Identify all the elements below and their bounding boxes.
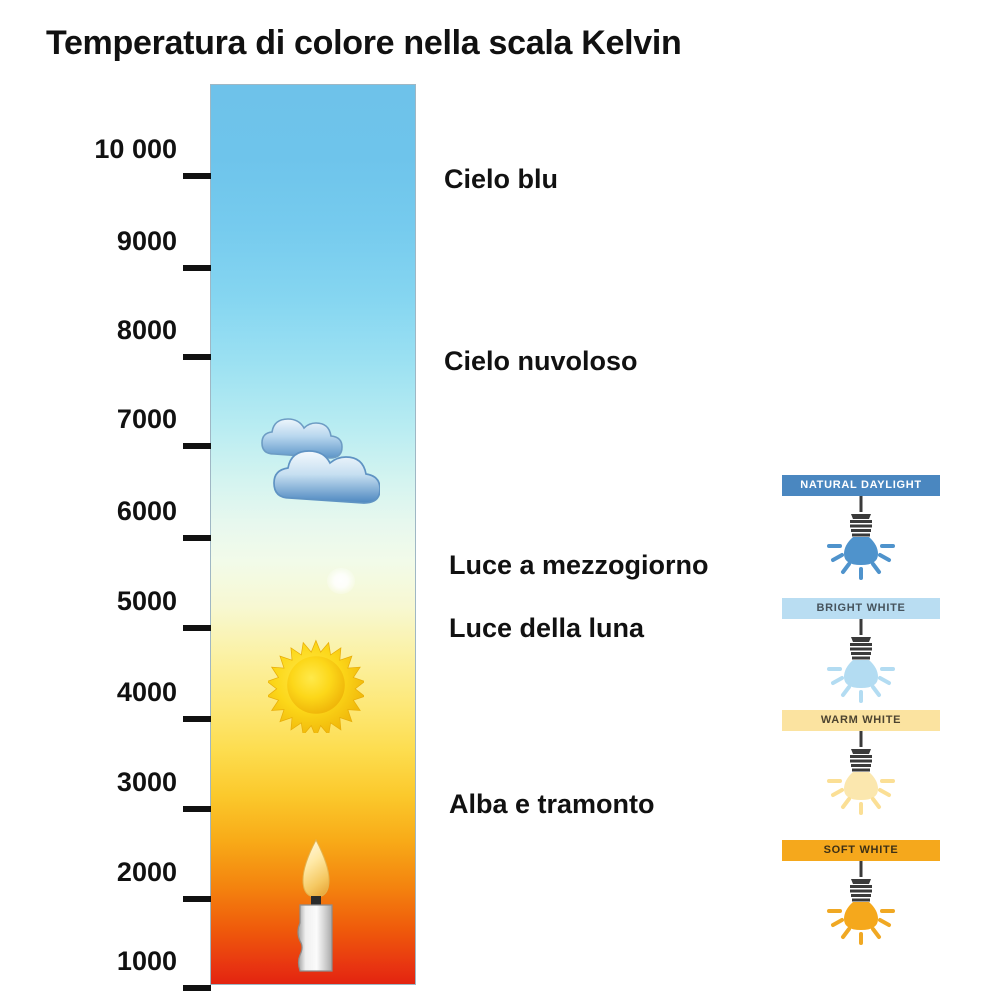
axis-tick — [183, 443, 211, 449]
bulb-card-label: WARM WHITE — [782, 710, 940, 731]
candle-icon — [297, 838, 333, 972]
axis-tick-label: 9000 — [116, 226, 177, 256]
axis-tick-label: 6000 — [116, 496, 177, 526]
axis-tick-label: 1000 — [116, 946, 177, 976]
bulb-card-bright-white[interactable]: BRIGHT WHITE — [782, 598, 940, 703]
bulb-card-label: BRIGHT WHITE — [782, 598, 940, 619]
axis-tick — [183, 806, 211, 812]
axis-tick — [183, 265, 211, 271]
annotation-cielo-nuvoloso: Cielo nuvoloso — [444, 346, 638, 376]
clouds-icon — [261, 418, 380, 504]
annotation-luce-della-luna: Luce della luna — [449, 613, 645, 643]
kelvin-scale-bar — [210, 84, 416, 985]
moon-icon — [327, 568, 355, 594]
lightbulb-icon — [782, 496, 940, 580]
page-title: Temperatura di colore nella scala Kelvin — [46, 24, 682, 62]
annotation-cielo-blu: Cielo blu — [444, 164, 558, 194]
axis-tick — [183, 625, 211, 631]
axis-tick — [183, 535, 211, 541]
axis-tick-label: 4000 — [116, 677, 177, 707]
sun-icon — [268, 639, 364, 733]
axis-tick-label: 10 000 — [94, 134, 177, 164]
axis-tick-label: 7000 — [116, 404, 177, 434]
axis-tick-label: 3000 — [116, 767, 177, 797]
axis-tick-label: 8000 — [116, 315, 177, 345]
bulb-card-warm-white[interactable]: WARM WHITE — [782, 710, 940, 815]
axis-tick-label: 2000 — [116, 857, 177, 887]
annotation-luce-a-mezzogiorno: Luce a mezzogiorno — [449, 550, 709, 580]
lightbulb-icon — [782, 731, 940, 815]
axis-tick — [183, 716, 211, 722]
annotation-alba-e-tramonto: Alba e tramonto — [449, 789, 655, 819]
lightbulb-icon — [782, 619, 940, 703]
bulb-card-label: NATURAL DAYLIGHT — [782, 475, 940, 496]
bulb-card-soft-white[interactable]: SOFT WHITE — [782, 840, 940, 945]
bulb-card-natural-daylight[interactable]: NATURAL DAYLIGHT — [782, 475, 940, 580]
bulb-card-label: SOFT WHITE — [782, 840, 940, 861]
axis-tick — [183, 173, 211, 179]
axis-tick — [183, 354, 211, 360]
axis-tick — [183, 896, 211, 902]
kelvin-gradient — [210, 84, 416, 985]
axis-tick — [183, 985, 211, 991]
lightbulb-icon — [782, 861, 940, 945]
axis-tick-label: 5000 — [116, 586, 177, 616]
